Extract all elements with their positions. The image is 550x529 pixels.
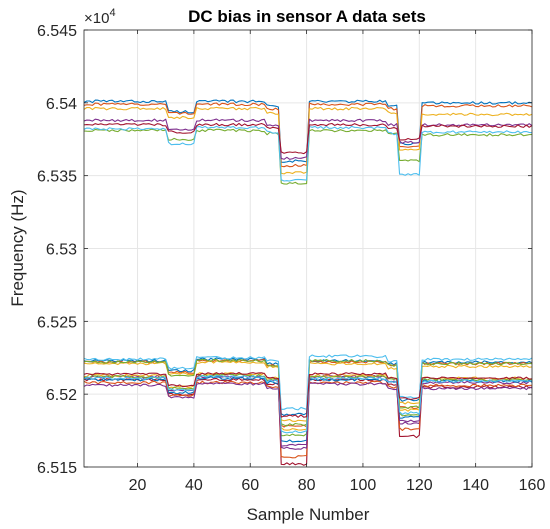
series-line bbox=[83, 125, 533, 182]
x-tick-label: 100 bbox=[350, 477, 377, 494]
y-tick-label: 6.53 bbox=[46, 242, 77, 259]
series-line bbox=[83, 382, 533, 450]
series-line bbox=[83, 374, 533, 434]
chart-title: DC bias in sensor A data sets bbox=[188, 7, 426, 26]
y-exponent-power: 4 bbox=[109, 7, 115, 19]
x-tick-label: 80 bbox=[298, 477, 316, 494]
x-tick-label: 140 bbox=[462, 477, 489, 494]
x-tick-label: 60 bbox=[241, 477, 259, 494]
x-tick-label: 120 bbox=[406, 477, 433, 494]
y-axis-label: Frequency (Hz) bbox=[8, 189, 27, 306]
y-tick-label: 6.545 bbox=[37, 23, 77, 40]
y-tick-label: 6.515 bbox=[37, 460, 77, 477]
y-tick-label: 6.525 bbox=[37, 314, 77, 331]
x-tick-label: 40 bbox=[185, 477, 203, 494]
series-line bbox=[83, 354, 533, 411]
series-line bbox=[83, 122, 533, 155]
series-layer bbox=[83, 99, 533, 466]
x-tick-label: 160 bbox=[519, 477, 546, 494]
y-tick-label: 6.52 bbox=[46, 387, 77, 404]
axis-ticks: 20 40 60 80 100 120 140 160 6.515 6.52 6.525 6.53 6.… bbox=[37, 23, 545, 494]
y-tick-label: 6.54 bbox=[46, 96, 77, 113]
series-line bbox=[83, 371, 533, 418]
y-exponent-label: ×104 bbox=[84, 7, 116, 27]
y-tick-label: 6.535 bbox=[37, 169, 77, 186]
x-axis-label: Sample Number bbox=[247, 505, 370, 524]
y-exponent-base: ×10 bbox=[84, 10, 109, 27]
x-tick-label: 20 bbox=[129, 477, 147, 494]
